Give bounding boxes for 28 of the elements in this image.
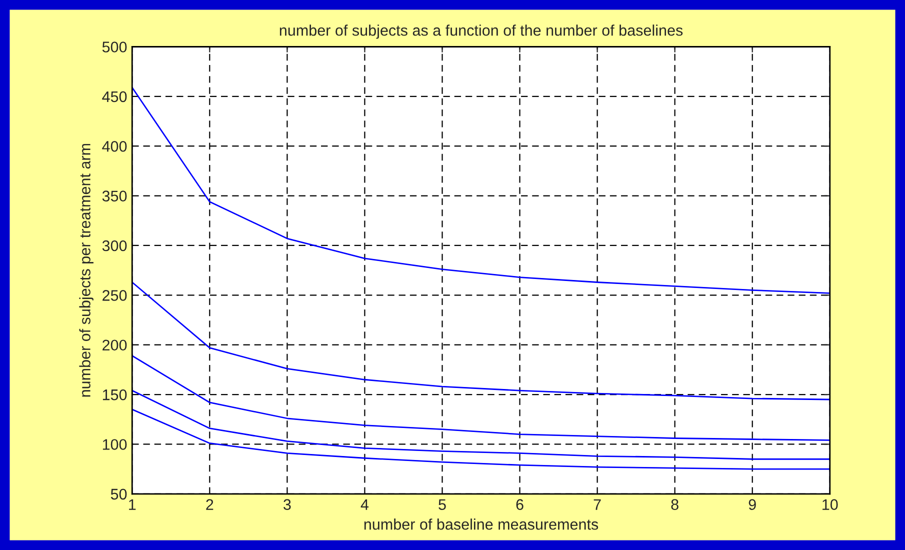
x-tick-label: 7	[594, 499, 601, 510]
y-tick-label: 350	[102, 190, 127, 202]
x-tick-label: 8	[671, 499, 678, 510]
line-series	[132, 355, 830, 441]
x-tick-label: 1	[129, 499, 136, 510]
y-axis-title: number of subjects per treatment arm	[79, 144, 94, 397]
line-series	[132, 86, 830, 294]
line-series	[132, 408, 830, 470]
x-tick-label: 5	[438, 499, 446, 510]
x-tick-label: 10	[822, 499, 838, 510]
x-tick-label: 2	[206, 499, 214, 510]
line-series	[132, 390, 830, 460]
y-tick-label: 200	[102, 340, 127, 351]
y-tick-label: 50	[110, 488, 127, 500]
x-axis-title: number of baseline measurements	[364, 518, 598, 530]
x-tick-label: 4	[360, 499, 369, 510]
y-tick-label: 100	[102, 439, 127, 450]
x-tick-label: 3	[284, 499, 291, 510]
x-tick-label: 9	[748, 499, 756, 510]
x-tick-label: 6	[516, 499, 524, 510]
y-tick-label: 150	[102, 389, 127, 400]
line-series	[132, 282, 830, 400]
y-tick-label: 250	[102, 290, 127, 301]
y-tick-label: 500	[102, 42, 127, 52]
y-tick-label: 300	[102, 240, 127, 252]
y-tick-label: 450	[102, 91, 127, 102]
y-tick-label: 400	[102, 140, 127, 152]
chart-title: number of subjects as a function of the number of baselines	[280, 24, 683, 39]
